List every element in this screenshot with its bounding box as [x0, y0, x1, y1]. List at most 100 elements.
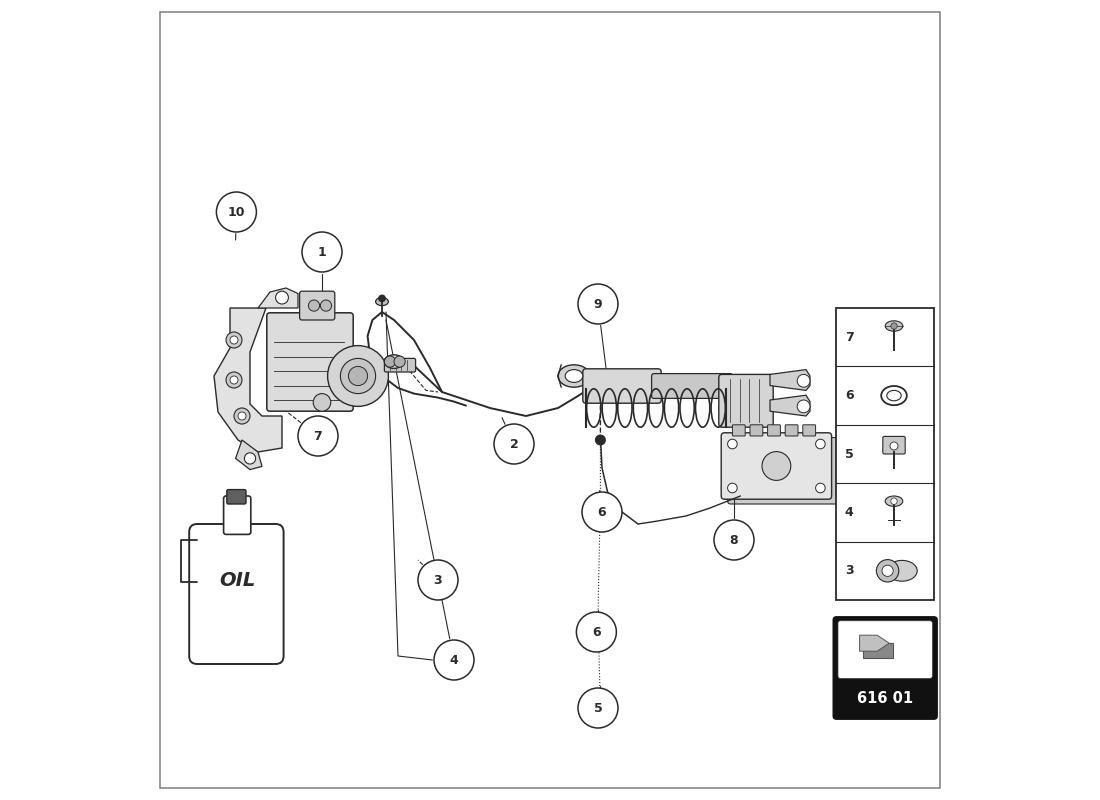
Circle shape [226, 332, 242, 348]
Text: 7: 7 [314, 430, 322, 442]
Ellipse shape [565, 370, 583, 382]
FancyBboxPatch shape [718, 374, 773, 427]
Ellipse shape [384, 354, 404, 368]
Ellipse shape [558, 365, 590, 387]
Text: 6: 6 [592, 626, 601, 638]
FancyBboxPatch shape [862, 643, 893, 658]
Circle shape [762, 451, 791, 480]
FancyBboxPatch shape [583, 369, 661, 403]
FancyBboxPatch shape [189, 524, 284, 664]
Circle shape [340, 358, 375, 394]
FancyBboxPatch shape [883, 437, 905, 454]
Circle shape [578, 284, 618, 324]
Circle shape [217, 192, 256, 232]
Circle shape [727, 483, 737, 493]
Circle shape [230, 376, 238, 384]
FancyBboxPatch shape [838, 621, 933, 678]
Circle shape [877, 560, 899, 582]
Circle shape [230, 336, 238, 344]
Circle shape [226, 372, 242, 388]
Circle shape [314, 394, 331, 411]
Circle shape [576, 612, 616, 652]
Ellipse shape [886, 496, 903, 506]
Text: 3: 3 [845, 564, 854, 578]
Text: 4: 4 [845, 506, 854, 519]
Circle shape [384, 356, 396, 367]
FancyBboxPatch shape [299, 291, 334, 320]
Circle shape [815, 439, 825, 449]
Circle shape [308, 300, 320, 311]
Polygon shape [214, 308, 282, 452]
Ellipse shape [594, 508, 607, 516]
Text: 4: 4 [450, 654, 459, 666]
Text: 5: 5 [594, 702, 603, 714]
Polygon shape [770, 395, 810, 416]
Ellipse shape [593, 689, 607, 698]
Circle shape [815, 483, 825, 493]
FancyBboxPatch shape [223, 496, 251, 534]
Circle shape [328, 346, 388, 406]
Circle shape [578, 688, 618, 728]
Circle shape [882, 565, 893, 576]
Circle shape [714, 520, 754, 560]
Circle shape [394, 356, 405, 367]
Circle shape [890, 442, 898, 450]
FancyBboxPatch shape [160, 12, 940, 788]
Circle shape [418, 560, 458, 600]
Circle shape [238, 412, 246, 420]
FancyBboxPatch shape [722, 433, 832, 499]
Ellipse shape [887, 390, 901, 401]
FancyBboxPatch shape [227, 490, 246, 504]
Ellipse shape [586, 621, 609, 635]
FancyBboxPatch shape [836, 308, 934, 600]
Circle shape [582, 492, 621, 532]
Text: 5: 5 [845, 447, 854, 461]
Circle shape [727, 439, 737, 449]
FancyBboxPatch shape [785, 425, 798, 436]
Text: 1: 1 [318, 246, 327, 258]
Text: 9: 9 [594, 298, 603, 310]
Circle shape [234, 408, 250, 424]
Circle shape [302, 232, 342, 272]
Ellipse shape [886, 321, 903, 331]
Text: 616 01: 616 01 [857, 691, 913, 706]
Polygon shape [235, 440, 262, 470]
Ellipse shape [590, 505, 612, 519]
Ellipse shape [887, 560, 917, 581]
Text: 3: 3 [433, 574, 442, 586]
Text: 6: 6 [845, 389, 854, 402]
FancyBboxPatch shape [384, 358, 416, 372]
Circle shape [298, 416, 338, 456]
Circle shape [276, 291, 288, 304]
Polygon shape [859, 635, 889, 651]
Circle shape [244, 453, 255, 464]
Circle shape [891, 322, 898, 330]
Circle shape [320, 300, 331, 311]
FancyBboxPatch shape [803, 425, 815, 436]
Text: 2: 2 [509, 438, 518, 450]
Circle shape [798, 400, 810, 413]
Text: 6: 6 [597, 506, 606, 518]
Circle shape [891, 498, 898, 504]
Circle shape [798, 374, 810, 387]
Text: 7: 7 [845, 330, 854, 344]
Polygon shape [258, 288, 298, 308]
FancyBboxPatch shape [750, 425, 762, 436]
Circle shape [349, 366, 367, 386]
FancyBboxPatch shape [768, 425, 780, 436]
Ellipse shape [375, 298, 388, 306]
FancyBboxPatch shape [833, 617, 937, 719]
Polygon shape [770, 370, 810, 390]
Ellipse shape [592, 624, 604, 632]
Circle shape [494, 424, 534, 464]
FancyBboxPatch shape [267, 313, 353, 411]
Ellipse shape [881, 386, 906, 406]
Text: 8: 8 [729, 534, 738, 546]
FancyBboxPatch shape [733, 425, 745, 436]
Text: OIL: OIL [219, 570, 255, 590]
Circle shape [434, 640, 474, 680]
FancyBboxPatch shape [727, 438, 838, 504]
Circle shape [378, 295, 385, 302]
Text: 10: 10 [228, 206, 245, 218]
Circle shape [595, 435, 605, 445]
